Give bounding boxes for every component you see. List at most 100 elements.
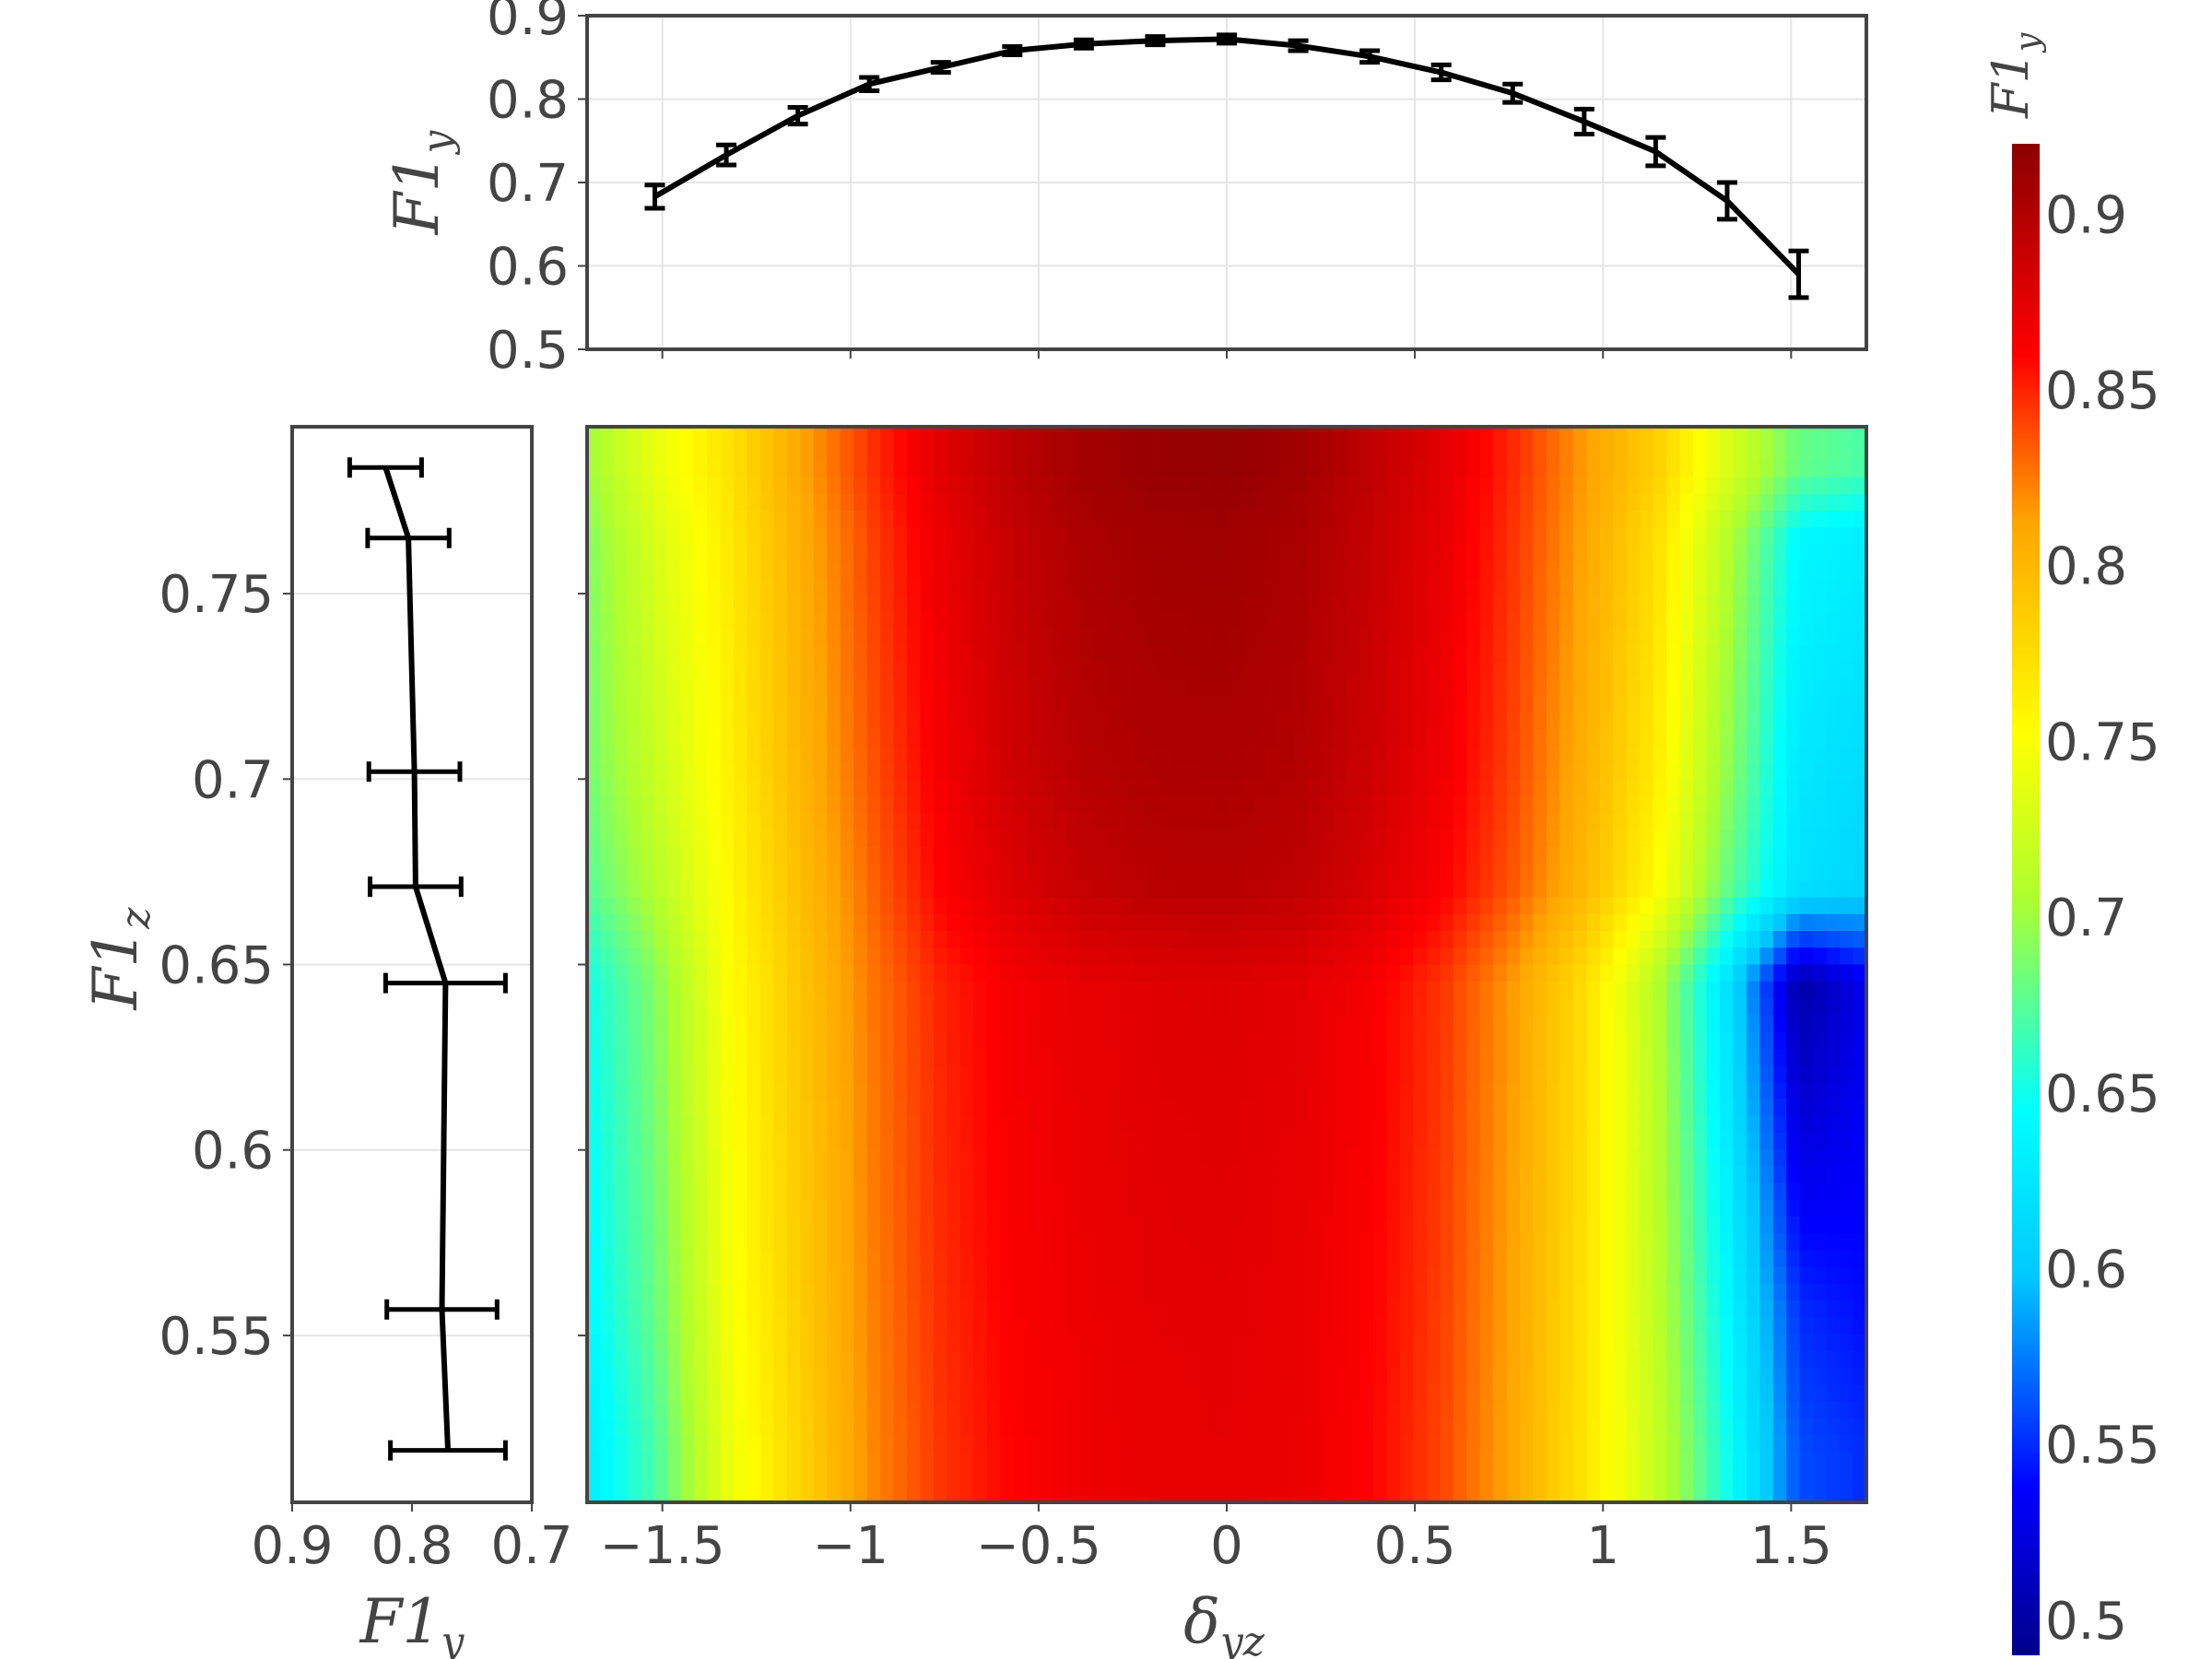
heatmap-cell bbox=[1213, 1149, 1228, 1168]
heatmap-cell bbox=[1040, 1182, 1054, 1201]
heatmap-cell bbox=[773, 1250, 788, 1268]
heatmap-cell bbox=[1572, 1065, 1588, 1083]
heatmap-cell bbox=[1399, 678, 1415, 697]
heatmap-cell bbox=[1200, 1166, 1215, 1184]
heatmap-cell bbox=[1853, 762, 1866, 781]
heatmap-cell bbox=[1040, 611, 1054, 629]
heatmap-cell bbox=[880, 527, 895, 546]
heatmap-cell bbox=[1320, 897, 1335, 915]
heatmap-cell bbox=[866, 897, 881, 915]
heatmap-cell bbox=[1440, 560, 1454, 579]
heatmap-cell bbox=[1186, 443, 1201, 462]
heatmap-cell bbox=[1253, 527, 1268, 546]
heatmap-cell bbox=[1640, 1199, 1654, 1218]
heatmap-cell bbox=[1079, 997, 1095, 1016]
heatmap-cell bbox=[693, 779, 708, 797]
heatmap-cell bbox=[1213, 1233, 1228, 1252]
heatmap-cell bbox=[1719, 1166, 1735, 1184]
heatmap-cell bbox=[1440, 427, 1454, 445]
heatmap-cell bbox=[866, 1132, 881, 1150]
heatmap-cell bbox=[1133, 1048, 1148, 1066]
heatmap-cell bbox=[1719, 1132, 1735, 1150]
heatmap-cell bbox=[1733, 611, 1747, 629]
heatmap-cell bbox=[1373, 477, 1388, 495]
heatmap-cell bbox=[1559, 560, 1574, 579]
heatmap-cell bbox=[840, 611, 854, 629]
heatmap-cell bbox=[1547, 981, 1561, 999]
heatmap-cell bbox=[1786, 1015, 1801, 1033]
heatmap-cell bbox=[1547, 1115, 1561, 1134]
heatmap-cell bbox=[640, 796, 655, 815]
heatmap-cell bbox=[600, 1048, 615, 1066]
heatmap-cell bbox=[800, 1132, 815, 1150]
heatmap-cell bbox=[759, 1233, 775, 1252]
heatmap-cell bbox=[1240, 1233, 1254, 1252]
heatmap-cell bbox=[1719, 527, 1735, 546]
heatmap-cell bbox=[1840, 846, 1854, 865]
heatmap-cell bbox=[1159, 1166, 1174, 1184]
heatmap-cell bbox=[1772, 611, 1788, 629]
heatmap-cell bbox=[1826, 1082, 1841, 1100]
heatmap-cell bbox=[1320, 1233, 1335, 1252]
heatmap-cell bbox=[1666, 1065, 1681, 1083]
heatmap-cell bbox=[747, 1149, 761, 1168]
heatmap-cell bbox=[1733, 493, 1747, 512]
heatmap-cell bbox=[720, 594, 735, 613]
heatmap-cell bbox=[1253, 1031, 1268, 1050]
heatmap-cell bbox=[880, 1250, 895, 1268]
heatmap-cell bbox=[707, 427, 722, 445]
heatmap-cell bbox=[1093, 913, 1108, 932]
heatmap-cell bbox=[720, 645, 735, 664]
heatmap-cell bbox=[1293, 678, 1308, 697]
heatmap-cell bbox=[759, 678, 775, 697]
heatmap-cell bbox=[893, 762, 908, 781]
heatmap-cell bbox=[986, 997, 1002, 1016]
heatmap-cell bbox=[1413, 1115, 1428, 1134]
heatmap-cell bbox=[1306, 746, 1322, 764]
heatmap-cell bbox=[759, 662, 775, 680]
heatmap-cell bbox=[1653, 1182, 1667, 1201]
heatmap-cell bbox=[1373, 1115, 1388, 1134]
heatmap-cell bbox=[720, 981, 735, 999]
heatmap-cell bbox=[1053, 913, 1068, 932]
heatmap-cell bbox=[1706, 678, 1721, 697]
heatmap-cell bbox=[773, 477, 788, 495]
heatmap-cell bbox=[1413, 594, 1428, 613]
heatmap-cell bbox=[1559, 712, 1574, 731]
heatmap-cell bbox=[800, 662, 815, 680]
heatmap-cell bbox=[933, 897, 948, 915]
heatmap-cell bbox=[1320, 1266, 1335, 1285]
heatmap-cell bbox=[747, 997, 761, 1016]
heatmap-cell bbox=[1106, 762, 1122, 781]
heatmap-cell bbox=[1240, 511, 1254, 529]
heatmap-cell bbox=[1786, 460, 1801, 478]
heatmap-cell bbox=[1279, 594, 1295, 613]
heatmap-cell bbox=[1613, 1166, 1628, 1184]
heatmap-cell bbox=[813, 846, 829, 865]
heatmap-cell bbox=[1813, 1149, 1828, 1168]
heatmap-cell bbox=[1559, 913, 1574, 932]
heatmap-cell bbox=[773, 813, 788, 831]
heatmap-cell bbox=[1572, 964, 1588, 982]
heatmap-cell bbox=[1586, 477, 1601, 495]
heatmap-cell bbox=[986, 796, 1002, 815]
heatmap-cell bbox=[747, 511, 761, 529]
heatmap-cell bbox=[1840, 511, 1854, 529]
heatmap-cell bbox=[1826, 897, 1841, 915]
heatmap-cell bbox=[640, 712, 655, 731]
heatmap-cell bbox=[1679, 1115, 1694, 1134]
heatmap-cell bbox=[1253, 1015, 1268, 1033]
heatmap-cell bbox=[907, 1048, 922, 1066]
heatmap-cell bbox=[1547, 477, 1561, 495]
heatmap-cell bbox=[1559, 1115, 1574, 1134]
heatmap-cell bbox=[1853, 964, 1866, 982]
heatmap-cell bbox=[1106, 846, 1122, 865]
heatmap-cell bbox=[1466, 511, 1481, 529]
heatmap-cell bbox=[893, 460, 908, 478]
heatmap-cell bbox=[1359, 1115, 1374, 1134]
heatmap-cell bbox=[1079, 796, 1095, 815]
heatmap-cell bbox=[773, 527, 788, 546]
heatmap-cell bbox=[600, 813, 615, 831]
heatmap-cell bbox=[1493, 493, 1508, 512]
heatmap-cell bbox=[880, 1099, 895, 1117]
